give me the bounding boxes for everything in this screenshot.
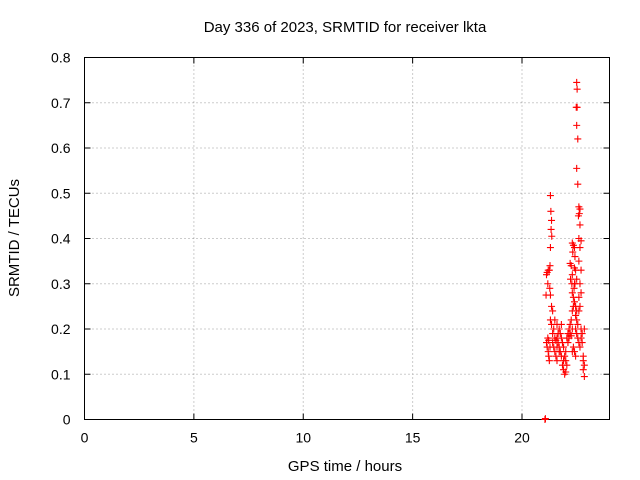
data-point bbox=[579, 366, 587, 374]
data-point bbox=[577, 334, 585, 342]
data-point bbox=[548, 302, 556, 310]
x-tick-label: 20 bbox=[514, 430, 530, 446]
data-point bbox=[545, 336, 553, 344]
data-point bbox=[546, 262, 554, 270]
data-point bbox=[575, 293, 583, 301]
data-point bbox=[571, 298, 578, 306]
data-point bbox=[574, 212, 582, 220]
data-point bbox=[573, 164, 581, 172]
data-point bbox=[549, 307, 557, 315]
data-point bbox=[544, 280, 552, 288]
data-point bbox=[563, 361, 571, 369]
data-point bbox=[545, 266, 553, 274]
data-point bbox=[576, 221, 584, 229]
data-point bbox=[547, 225, 555, 233]
plot-area-frame bbox=[84, 57, 610, 420]
data-point bbox=[567, 275, 575, 283]
y-tick-label: 0.2 bbox=[51, 321, 71, 337]
data-point bbox=[546, 284, 554, 292]
axis-ticks: 0 0.1 0.2 0.3 0.4 0.5 0.6 0.7 0.8 0 5 10 15 20 bbox=[51, 50, 610, 446]
y-tick-label: 0.3 bbox=[51, 276, 71, 292]
data-point bbox=[554, 330, 562, 338]
data-point bbox=[568, 271, 576, 279]
y-tick-label: 0.8 bbox=[51, 50, 71, 66]
y-axis-label: SRMTID / TECUs bbox=[6, 179, 23, 297]
y-tick-label: 0.7 bbox=[51, 95, 71, 111]
data-point bbox=[577, 289, 585, 297]
data-point bbox=[548, 232, 556, 240]
data-point bbox=[549, 339, 557, 347]
y-tick-label: 0.6 bbox=[51, 140, 71, 156]
data-point bbox=[573, 121, 581, 129]
data-points bbox=[541, 78, 588, 423]
data-point bbox=[556, 348, 564, 356]
data-point bbox=[557, 320, 565, 328]
data-point bbox=[573, 85, 581, 93]
data-point bbox=[573, 275, 581, 283]
x-tick-label: 0 bbox=[81, 430, 89, 446]
data-point bbox=[546, 244, 554, 252]
data-point bbox=[579, 357, 587, 365]
data-point bbox=[548, 216, 556, 224]
data-point bbox=[546, 192, 554, 200]
data-point bbox=[566, 320, 574, 328]
data-point bbox=[545, 357, 553, 365]
chart-title: Day 336 of 2023, SRMTID for receiver lkt… bbox=[204, 19, 487, 36]
data-point bbox=[564, 339, 572, 347]
data-point bbox=[580, 373, 588, 381]
data-point bbox=[568, 348, 576, 356]
data-point bbox=[578, 339, 586, 347]
y-tick-label: 0.1 bbox=[51, 366, 71, 382]
data-point bbox=[569, 248, 577, 256]
y-tick-label: 0 bbox=[63, 412, 71, 428]
data-point bbox=[571, 253, 579, 261]
data-point bbox=[553, 357, 561, 365]
data-point bbox=[551, 316, 559, 324]
data-point bbox=[578, 330, 586, 338]
data-point bbox=[572, 352, 580, 360]
x-tick-label: 15 bbox=[405, 430, 421, 446]
data-point bbox=[574, 135, 582, 143]
data-point bbox=[577, 266, 585, 274]
x-tick-label: 10 bbox=[295, 430, 311, 446]
data-point bbox=[569, 343, 577, 351]
data-point bbox=[573, 103, 581, 111]
data-point bbox=[572, 311, 580, 319]
data-point bbox=[546, 291, 554, 299]
y-tick-label: 0.4 bbox=[51, 231, 71, 247]
data-point bbox=[576, 280, 584, 288]
data-point bbox=[575, 307, 583, 315]
data-point bbox=[576, 205, 584, 213]
data-point bbox=[562, 368, 570, 376]
y-tick-label: 0.5 bbox=[51, 185, 71, 201]
data-point bbox=[575, 257, 583, 265]
data-point bbox=[573, 78, 581, 86]
data-point bbox=[574, 180, 582, 188]
data-point bbox=[576, 343, 584, 351]
data-point bbox=[576, 244, 584, 252]
data-point bbox=[574, 320, 582, 328]
data-point bbox=[541, 415, 549, 423]
x-tick-label: 5 bbox=[190, 430, 198, 446]
data-point bbox=[555, 343, 563, 351]
data-point bbox=[547, 207, 555, 215]
data-point bbox=[580, 325, 588, 333]
data-point bbox=[562, 357, 570, 365]
grid-lines bbox=[84, 57, 610, 420]
data-point bbox=[567, 332, 575, 340]
data-point bbox=[553, 334, 561, 342]
data-point bbox=[568, 289, 576, 297]
data-point bbox=[576, 302, 584, 310]
data-point bbox=[557, 352, 565, 360]
data-point bbox=[577, 237, 585, 245]
data-point bbox=[580, 361, 588, 369]
data-point bbox=[573, 316, 581, 324]
data-point bbox=[545, 352, 553, 360]
x-axis-label: GPS time / hours bbox=[288, 458, 402, 475]
data-point bbox=[555, 325, 563, 333]
